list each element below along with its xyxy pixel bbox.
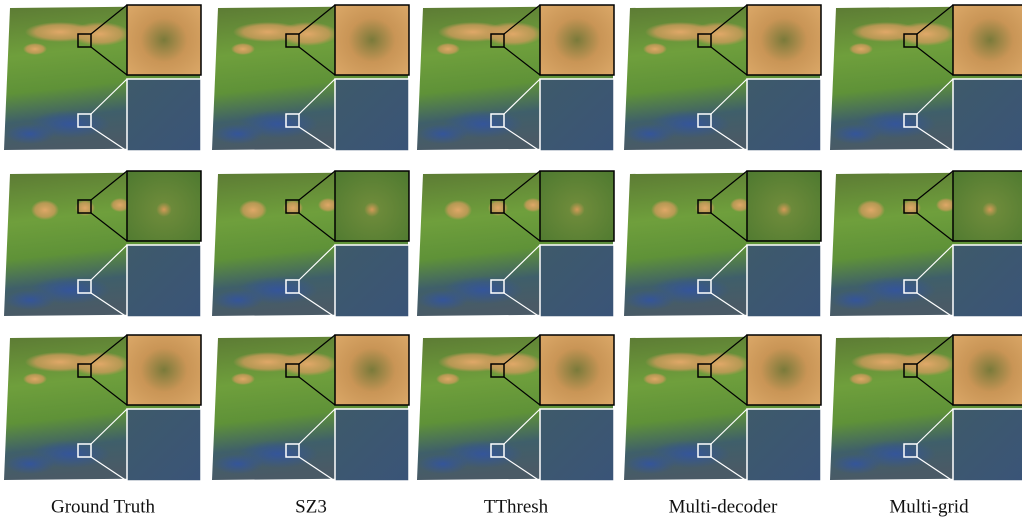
feature	[23, 43, 47, 55]
feature	[213, 454, 263, 474]
column-label: TThresh	[484, 496, 549, 517]
zoom-inset	[127, 245, 201, 317]
feature	[651, 200, 679, 220]
feature	[418, 454, 468, 474]
zoom-inset	[127, 409, 201, 481]
zoom-inset	[953, 79, 1022, 151]
feature	[5, 290, 55, 310]
render-panel	[624, 335, 821, 481]
zoom-inset	[953, 335, 1022, 405]
feature	[436, 43, 460, 55]
zoom-inset	[747, 245, 821, 317]
feature	[23, 373, 47, 385]
render-panel	[212, 335, 409, 481]
feature	[31, 200, 59, 220]
zoom-inset	[953, 5, 1022, 75]
zoom-inset	[540, 79, 614, 151]
zoom-inset	[127, 335, 201, 405]
render-panel	[212, 5, 409, 151]
render-panel	[624, 5, 821, 151]
render-panel	[4, 171, 201, 317]
feature	[213, 124, 263, 144]
zoom-inset	[335, 79, 409, 151]
zoom-inset	[335, 171, 409, 241]
column-label: Multi-grid	[889, 496, 969, 517]
zoom-inset	[540, 171, 614, 241]
render-panel	[830, 171, 1022, 317]
feature	[5, 124, 55, 144]
render-panel	[417, 335, 614, 481]
feature	[831, 124, 881, 144]
figure: Ground Truth SZ3 TThresh Multi-decoder Multi…	[0, 0, 1022, 523]
feature	[831, 454, 881, 474]
zoom-inset	[540, 245, 614, 317]
feature	[625, 124, 675, 144]
feature	[625, 290, 675, 310]
zoom-inset	[747, 335, 821, 405]
zoom-inset	[127, 171, 201, 241]
render-panel	[4, 5, 201, 151]
feature	[625, 454, 675, 474]
render-panel	[830, 335, 1022, 481]
feature	[231, 373, 255, 385]
feature	[643, 373, 667, 385]
zoom-inset	[953, 409, 1022, 481]
zoom-inset	[127, 79, 201, 151]
zoom-inset	[127, 5, 201, 75]
feature	[849, 373, 873, 385]
zoom-inset	[335, 409, 409, 481]
feature	[418, 290, 468, 310]
zoom-inset	[747, 171, 821, 241]
zoom-inset	[540, 335, 614, 405]
render-panel	[212, 171, 409, 317]
feature	[213, 290, 263, 310]
render-panel	[830, 5, 1022, 151]
zoom-inset	[953, 245, 1022, 317]
zoom-inset	[335, 5, 409, 75]
feature	[418, 124, 468, 144]
zoom-inset	[335, 245, 409, 317]
render-panel	[624, 171, 821, 317]
feature	[436, 373, 460, 385]
feature	[857, 200, 885, 220]
zoom-inset	[335, 335, 409, 405]
render-panel	[4, 335, 201, 481]
column-label: Multi-decoder	[669, 496, 778, 517]
zoom-inset	[540, 409, 614, 481]
feature	[5, 454, 55, 474]
feature	[231, 43, 255, 55]
zoom-inset	[747, 409, 821, 481]
zoom-inset	[747, 5, 821, 75]
column-label: Ground Truth	[51, 496, 155, 517]
zoom-inset	[540, 5, 614, 75]
render-panel	[417, 5, 614, 151]
zoom-inset	[747, 79, 821, 151]
zoom-inset	[953, 171, 1022, 241]
feature	[643, 43, 667, 55]
column-label: SZ3	[295, 496, 327, 517]
feature	[239, 200, 267, 220]
feature	[444, 200, 472, 220]
feature	[831, 290, 881, 310]
feature	[849, 43, 873, 55]
render-panel	[417, 171, 614, 317]
